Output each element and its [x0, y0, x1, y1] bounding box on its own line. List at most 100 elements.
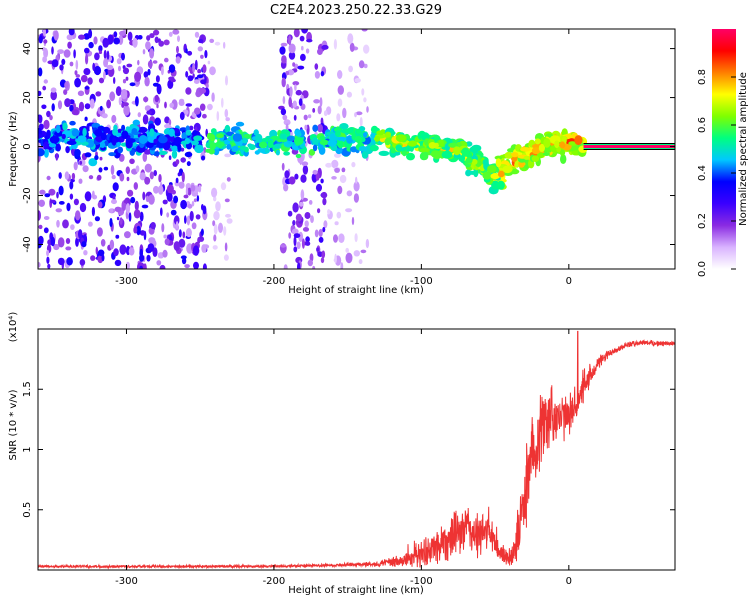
noise-blob: [294, 84, 297, 91]
noise-blob: [190, 184, 196, 192]
noise-blob: [338, 233, 345, 243]
noise-blob: [149, 33, 155, 39]
noise-blob: [176, 45, 179, 54]
noise-blob: [69, 104, 74, 112]
tone-blob: [132, 119, 140, 126]
noise-blob: [139, 172, 146, 181]
y-tick-label: -20: [22, 187, 33, 203]
noise-blob: [185, 228, 192, 238]
noise-blob: [221, 97, 224, 108]
noise-blob: [64, 171, 70, 180]
noise-blob: [166, 192, 173, 202]
signal-blob: [523, 159, 530, 170]
noise-blob: [154, 36, 159, 44]
tone-blob: [112, 128, 119, 136]
noise-blob: [82, 165, 89, 173]
tone-blob: [117, 146, 124, 154]
tone-blob: [77, 135, 87, 143]
noise-blob: [116, 216, 120, 221]
noise-blob: [51, 46, 54, 55]
signal-blob: [537, 152, 545, 159]
noise-blob: [118, 65, 121, 72]
tone-blob: [38, 148, 45, 157]
noise-blob: [293, 29, 300, 38]
signal-blob: [422, 151, 429, 160]
noise-blob: [354, 233, 358, 243]
noise-blob: [109, 217, 113, 228]
noise-blob: [159, 181, 163, 192]
noise-blob: [123, 199, 128, 204]
noise-blob: [58, 172, 62, 179]
noise-blob: [119, 244, 127, 255]
noise-blob: [133, 182, 138, 190]
noise-blob: [301, 161, 309, 166]
noise-blob: [168, 64, 176, 73]
noise-blob: [139, 254, 145, 262]
signal-blob: [471, 158, 478, 165]
noise-blob: [137, 35, 143, 40]
noise-blob: [156, 103, 159, 109]
noise-blob: [38, 199, 45, 207]
noise-blob: [70, 224, 75, 231]
spectrogram-marks: [38, 29, 675, 269]
tone-blob: [171, 149, 178, 159]
noise-blob: [122, 102, 129, 107]
noise-blob: [90, 255, 96, 261]
noise-blob: [187, 75, 194, 82]
signal-blob: [453, 146, 461, 156]
noise-blob: [187, 50, 193, 56]
noise-blob: [223, 41, 226, 49]
tone-blob: [210, 134, 216, 142]
noise-blob: [182, 256, 186, 261]
noise-blob: [102, 37, 109, 48]
tone-blob: [247, 143, 253, 148]
noise-blob: [74, 70, 78, 76]
noise-blob: [312, 169, 318, 175]
noise-blob: [193, 79, 200, 84]
tone-blob: [235, 121, 245, 127]
noise-blob: [297, 262, 301, 269]
noise-blob: [130, 196, 136, 204]
noise-blob: [81, 241, 87, 248]
noise-blob: [109, 91, 116, 102]
noise-blob: [98, 45, 103, 52]
noise-blob: [322, 226, 326, 233]
noise-blob: [279, 46, 286, 55]
noise-blob: [337, 85, 344, 95]
noise-blob: [42, 56, 47, 63]
noise-blob: [57, 100, 63, 110]
chart-title: C2E4.2023.250.22.33.G29: [270, 3, 442, 18]
noise-blob: [347, 33, 354, 44]
noise-blob: [213, 234, 217, 242]
signal-blob: [531, 147, 541, 155]
noise-blob: [43, 227, 49, 234]
noise-blob: [198, 38, 204, 44]
noise-blob: [327, 209, 331, 215]
noise-blob: [88, 41, 94, 49]
noise-blob: [84, 103, 91, 110]
noise-blob: [312, 265, 316, 269]
noise-blob: [345, 247, 350, 253]
noise-blob: [178, 229, 182, 238]
noise-blob: [197, 237, 201, 244]
tone-blob: [81, 141, 89, 146]
noise-blob: [201, 155, 206, 161]
noise-blob: [342, 107, 347, 119]
signal-blob: [428, 142, 437, 149]
noise-blob: [44, 193, 51, 198]
signal-blob: [542, 152, 551, 156]
noise-blob: [285, 70, 290, 76]
noise-blob: [48, 188, 56, 196]
noise-blob: [78, 229, 83, 239]
noise-blob: [283, 119, 291, 126]
noise-blob: [62, 219, 69, 229]
tone-blob: [153, 151, 160, 157]
noise-blob: [193, 198, 197, 203]
noise-blob: [127, 31, 133, 41]
noise-blob: [56, 191, 59, 199]
noise-blob: [153, 185, 159, 194]
noise-blob: [280, 42, 288, 47]
noise-blob: [85, 53, 89, 65]
